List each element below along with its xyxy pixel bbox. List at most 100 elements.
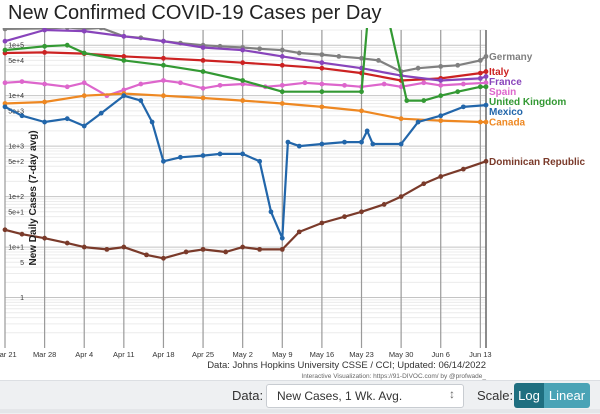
series-end-label: Germany [489,52,533,63]
data-point [64,240,70,246]
data-point [370,141,376,147]
y-minor-tick-label: 5e+2 [8,159,24,166]
data-point [319,141,325,147]
data-point [64,28,70,30]
x-tick-label: Apr 25 [192,350,214,359]
data-point [64,116,70,122]
data-point [42,49,48,55]
data-point [302,80,308,86]
data-point [161,38,166,44]
data-point [438,118,444,124]
data-point [398,194,404,199]
data-point [460,104,466,110]
data-point [279,101,285,106]
data-label: Data: [232,388,264,403]
data-point [279,47,285,53]
data-point [477,70,483,76]
data-point [240,60,246,66]
data-point [240,98,246,103]
data-point [138,98,144,103]
data-point [398,116,404,122]
data-point [483,74,489,79]
data-point [279,62,285,68]
credit-note: Interactive Visualization: https://91-DI… [301,373,486,380]
data-point [483,119,489,125]
y-tick-label: 1 [20,295,24,302]
data-point [257,46,263,52]
data-point [483,84,489,90]
data-point [240,78,246,83]
data-point [342,139,347,145]
y-minor-tick-label: 5 [20,260,24,267]
data-point [319,52,325,58]
data-point [477,75,483,81]
data-point [161,255,166,261]
x-tick-label: Mar 21 [0,350,17,359]
data-point [359,139,364,145]
data-point [240,244,246,250]
data-point [42,119,48,125]
x-tick-label: May 30 [389,350,414,359]
data-point [415,119,421,125]
data-point [404,98,410,103]
y-minor-tick-label: 5e+1 [8,209,24,216]
data-point [121,53,127,59]
data-point [2,101,8,106]
data-point [223,249,229,255]
data-point [149,119,155,125]
data-point [421,181,427,187]
data-point [64,84,70,90]
y-minor-tick-label: 5e+4 [8,58,24,65]
data-point [217,151,223,157]
x-tick-label: Mar 28 [33,350,56,359]
data-point [200,95,206,101]
data-point [398,141,404,147]
data-point [178,80,183,86]
data-point [42,43,48,49]
series-end-label: Canada [489,118,526,129]
data-point [460,166,466,172]
data-point [455,62,461,68]
data-point [477,84,483,90]
log-scale-button[interactable]: Log [514,383,544,408]
data-point [121,87,127,93]
data-point [240,47,246,53]
x-tick-label: May 23 [349,350,374,359]
data-point [19,79,25,84]
data-point [438,174,444,179]
data-point [257,246,263,252]
data-point [2,227,8,233]
data-point [200,153,206,158]
page-title: New Confirmed COVID-19 Cases per Day [8,2,382,24]
data-point [200,57,206,63]
data-point [268,209,274,215]
data-point [477,57,483,63]
data-point [319,220,325,226]
data-point [483,80,489,86]
data-point [381,202,387,207]
data-point [483,102,489,108]
data-point [144,252,149,258]
x-tick-label: Jun 6 [432,350,450,359]
data-point [257,158,263,164]
data-point [279,246,285,252]
data-point [217,82,223,88]
data-point [200,45,206,50]
data-point [477,119,483,125]
data-point [42,28,48,33]
x-tick-label: Apr 11 [113,350,135,359]
data-point [240,81,246,87]
y-tick-label: 1e+5 [8,43,24,50]
data-point [460,81,466,87]
series-line [4,28,486,102]
series-line [4,160,487,260]
y-tick-label: 1e+1 [8,245,24,252]
y-axis-label: New Daily Cases (7-day avg) [28,130,39,265]
linear-scale-button[interactable]: Linear [544,383,590,408]
data-point [161,62,166,68]
data-select[interactable]: New Cases, 1 Wk. Avg. ↕ [266,384,464,408]
data-point [438,63,444,69]
data-point [161,55,166,61]
data-point [42,81,48,87]
